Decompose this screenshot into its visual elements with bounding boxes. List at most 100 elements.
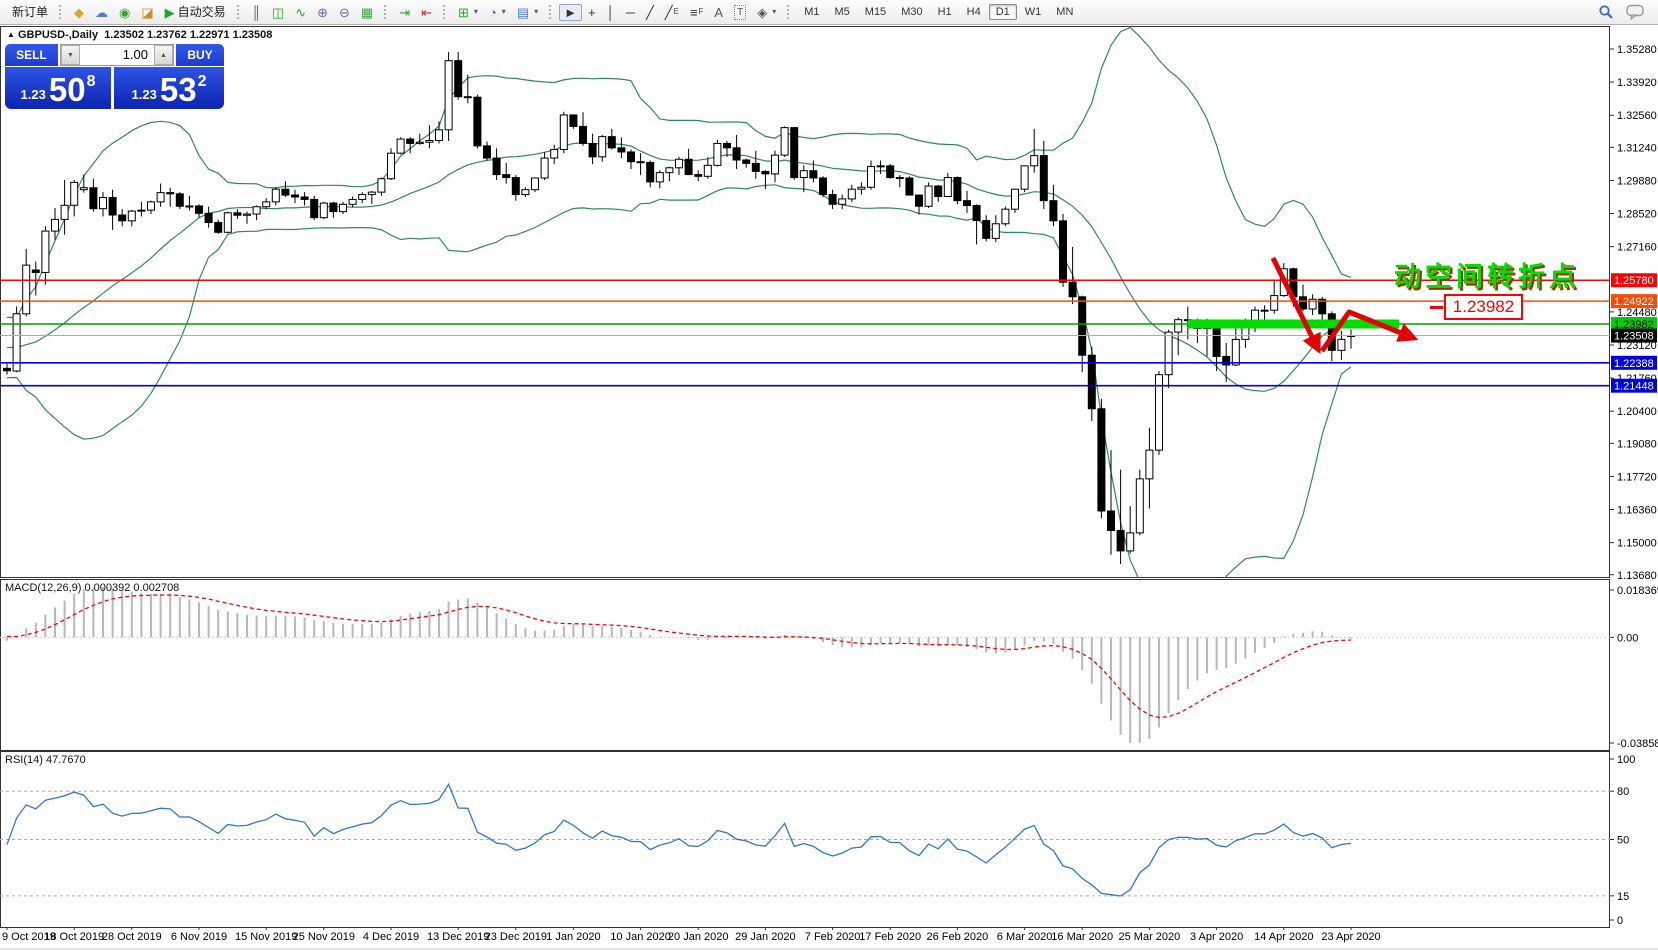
chart-shift-icon[interactable]: ⇤ (421, 4, 433, 20)
toolbar-group-chart-types: ║ ◫ ∿ ⊕ ⊖ ▦ (244, 0, 382, 24)
date-label: 13 Dec 2019 (426, 931, 490, 943)
buy-button[interactable]: BUY (176, 44, 224, 66)
toolbar-separator (549, 5, 553, 19)
svg-text:1.35280: 1.35280 (1617, 44, 1657, 56)
tf-mn[interactable]: MN (1056, 6, 1074, 18)
ohlc-values: 1.23502 1.23762 1.22971 1.23508 (104, 29, 273, 41)
vertical-line-icon[interactable]: │ (606, 4, 615, 20)
macd-label: MACD(12,26,9) (5, 582, 82, 594)
annotation-arrow-down (1270, 256, 1321, 355)
signals-icon[interactable]: ◉ (119, 4, 131, 20)
market-icon[interactable]: ◆ (74, 4, 85, 20)
buy-price-pip: 2 (197, 73, 207, 90)
svg-text:1.32560: 1.32560 (1617, 110, 1657, 122)
tf-m30[interactable]: M30 (901, 6, 923, 18)
templates-icon[interactable]: ▤ ▾ (516, 4, 539, 20)
svg-text:1.33920: 1.33920 (1617, 77, 1657, 89)
auto-scroll-icon[interactable]: ⇥ (399, 4, 411, 20)
date-axis[interactable]: 9 Oct 2019 18 Oct 2019 28 Oct 2019 6 Nov 20… (0, 930, 1658, 948)
date-label: 28 Oct 2019 (101, 931, 162, 943)
history-folder-icon[interactable]: ◪ (141, 4, 154, 20)
buy-price-tile[interactable]: 1.23 53 2 (114, 67, 224, 109)
svg-text:1.21448: 1.21448 (1614, 381, 1654, 393)
fibonacci-icon[interactable]: ≡ F (689, 4, 704, 20)
periods-icon[interactable]: ◔ ▾ (488, 4, 506, 20)
buy-price-prefix: 1.23 (131, 87, 157, 102)
svg-text:1.24922: 1.24922 (1614, 296, 1654, 308)
tf-m15[interactable]: M15 (864, 6, 887, 18)
annotation-green-bar (1187, 319, 1399, 329)
svg-text:1.23982: 1.23982 (1614, 319, 1654, 331)
crosshair-icon[interactable]: + (588, 4, 596, 20)
text-label-icon[interactable]: T (729, 3, 751, 22)
date-label: 4 Dec 2019 (362, 931, 420, 943)
chat-icon[interactable] (1626, 4, 1646, 20)
search-icon[interactable] (1598, 4, 1614, 20)
toolbar-separator (236, 5, 241, 19)
svg-text:1.15000: 1.15000 (1617, 538, 1657, 550)
svg-text:1.16360: 1.16360 (1617, 505, 1657, 517)
sell-price-pip: 8 (86, 73, 96, 90)
sell-price-tile[interactable]: 1.23 50 8 (5, 67, 111, 109)
shapes-icon[interactable]: ◈ ▾ (757, 4, 777, 20)
bar-chart-icon[interactable]: ║ (251, 4, 261, 20)
buy-price-big: 53 (159, 71, 197, 108)
rsi-line (6, 782, 1352, 897)
tf-m1[interactable]: M1 (804, 6, 820, 18)
date-label: 23 Dec 2019 (484, 931, 547, 943)
rsi-axis: 100 80 50 15 0 (1610, 754, 1635, 927)
toolbar-group-orders: 新订单 (4, 0, 56, 24)
volume-input[interactable]: 1.00 (122, 47, 148, 62)
svg-text:100: 100 (1617, 754, 1635, 766)
macd-header: MACD(12,26,9) 0.000392 0.002708 (5, 582, 179, 594)
annotation-price-tag[interactable]: 1.23982 (1444, 294, 1523, 320)
toolbar-right (1598, 4, 1658, 20)
sell-button[interactable]: SELL (5, 44, 58, 66)
volume-stepper: ▼ 1.00 ▲ (60, 44, 174, 66)
auto-trading-button[interactable]: ▶ 自动交易 (164, 4, 226, 20)
date-label: 7 Feb 2020 (804, 931, 861, 943)
volume-up-button[interactable]: ▲ (154, 45, 173, 65)
tf-w1[interactable]: W1 (1024, 6, 1042, 18)
tf-h4[interactable]: H4 (966, 6, 981, 18)
svg-text:80: 80 (1617, 786, 1629, 798)
toolbar-group-scroll: ⇥ ⇤ (391, 0, 440, 24)
trendline-icon[interactable]: ╱ (645, 4, 654, 20)
text-icon[interactable]: A (714, 4, 724, 20)
tf-d1[interactable]: D1 (988, 4, 1017, 20)
collapse-marker-icon[interactable]: ▲ (7, 30, 15, 39)
new-chart-icon[interactable]: ⊞ ▾ (458, 4, 478, 20)
svg-text:0.018369: 0.018369 (1617, 585, 1658, 597)
new-order-button[interactable]: 新订单 (12, 5, 49, 19)
date-label: 17 Feb 2020 (859, 931, 922, 943)
line-chart-icon[interactable]: ∿ (295, 4, 307, 20)
tf-h1[interactable]: H1 (937, 6, 952, 18)
horizontal-line-icon[interactable]: ─ (625, 4, 635, 20)
tile-windows-icon[interactable]: ▦ (360, 4, 374, 20)
zoom-out-icon[interactable]: ⊖ (339, 4, 350, 20)
macd-histogram (6, 587, 1352, 743)
channel-icon[interactable]: ╱ E (664, 4, 679, 20)
bb-upper (6, 26, 1352, 319)
toolbar-group-services: ◆ ☁ ◉ ◪ ▶ 自动交易 (66, 0, 234, 24)
svg-text:1.24480: 1.24480 (1617, 307, 1657, 319)
volume-down-button[interactable]: ▼ (61, 45, 80, 65)
tf-m5[interactable]: M5 (834, 6, 850, 18)
price-axis: 1.35280 1.33920 1.32560 1.31240 1.29880 1.285… (1610, 44, 1657, 582)
date-label: 25 Mar 2020 (1118, 931, 1181, 943)
terminal-icon[interactable]: ☁ (95, 4, 109, 20)
svg-text:1.27160: 1.27160 (1617, 242, 1657, 254)
toolbar-group-timeframes: M1 M5 M15 M30 H1 H4 D1 W1 MN (794, 0, 1083, 24)
candlestick-icon[interactable]: ◫ (271, 4, 285, 20)
sell-price-prefix: 1.23 (20, 87, 46, 102)
date-label: 3 Apr 2020 (1189, 931, 1244, 943)
one-click-trading-panel: SELL ▼ 1.00 ▲ BUY 1.23 50 8 1.23 53 2 (5, 44, 224, 110)
annotation-arrow-bounce (1319, 309, 1419, 353)
zoom-in-icon[interactable]: ⊕ (317, 4, 328, 20)
svg-text:-0.038585: -0.038585 (1617, 738, 1658, 750)
cursor-icon[interactable]: ► (559, 3, 582, 21)
chart-title: ▲ GBPUSD-,Daily 1.23502 1.23762 1.22971 … (7, 29, 272, 41)
